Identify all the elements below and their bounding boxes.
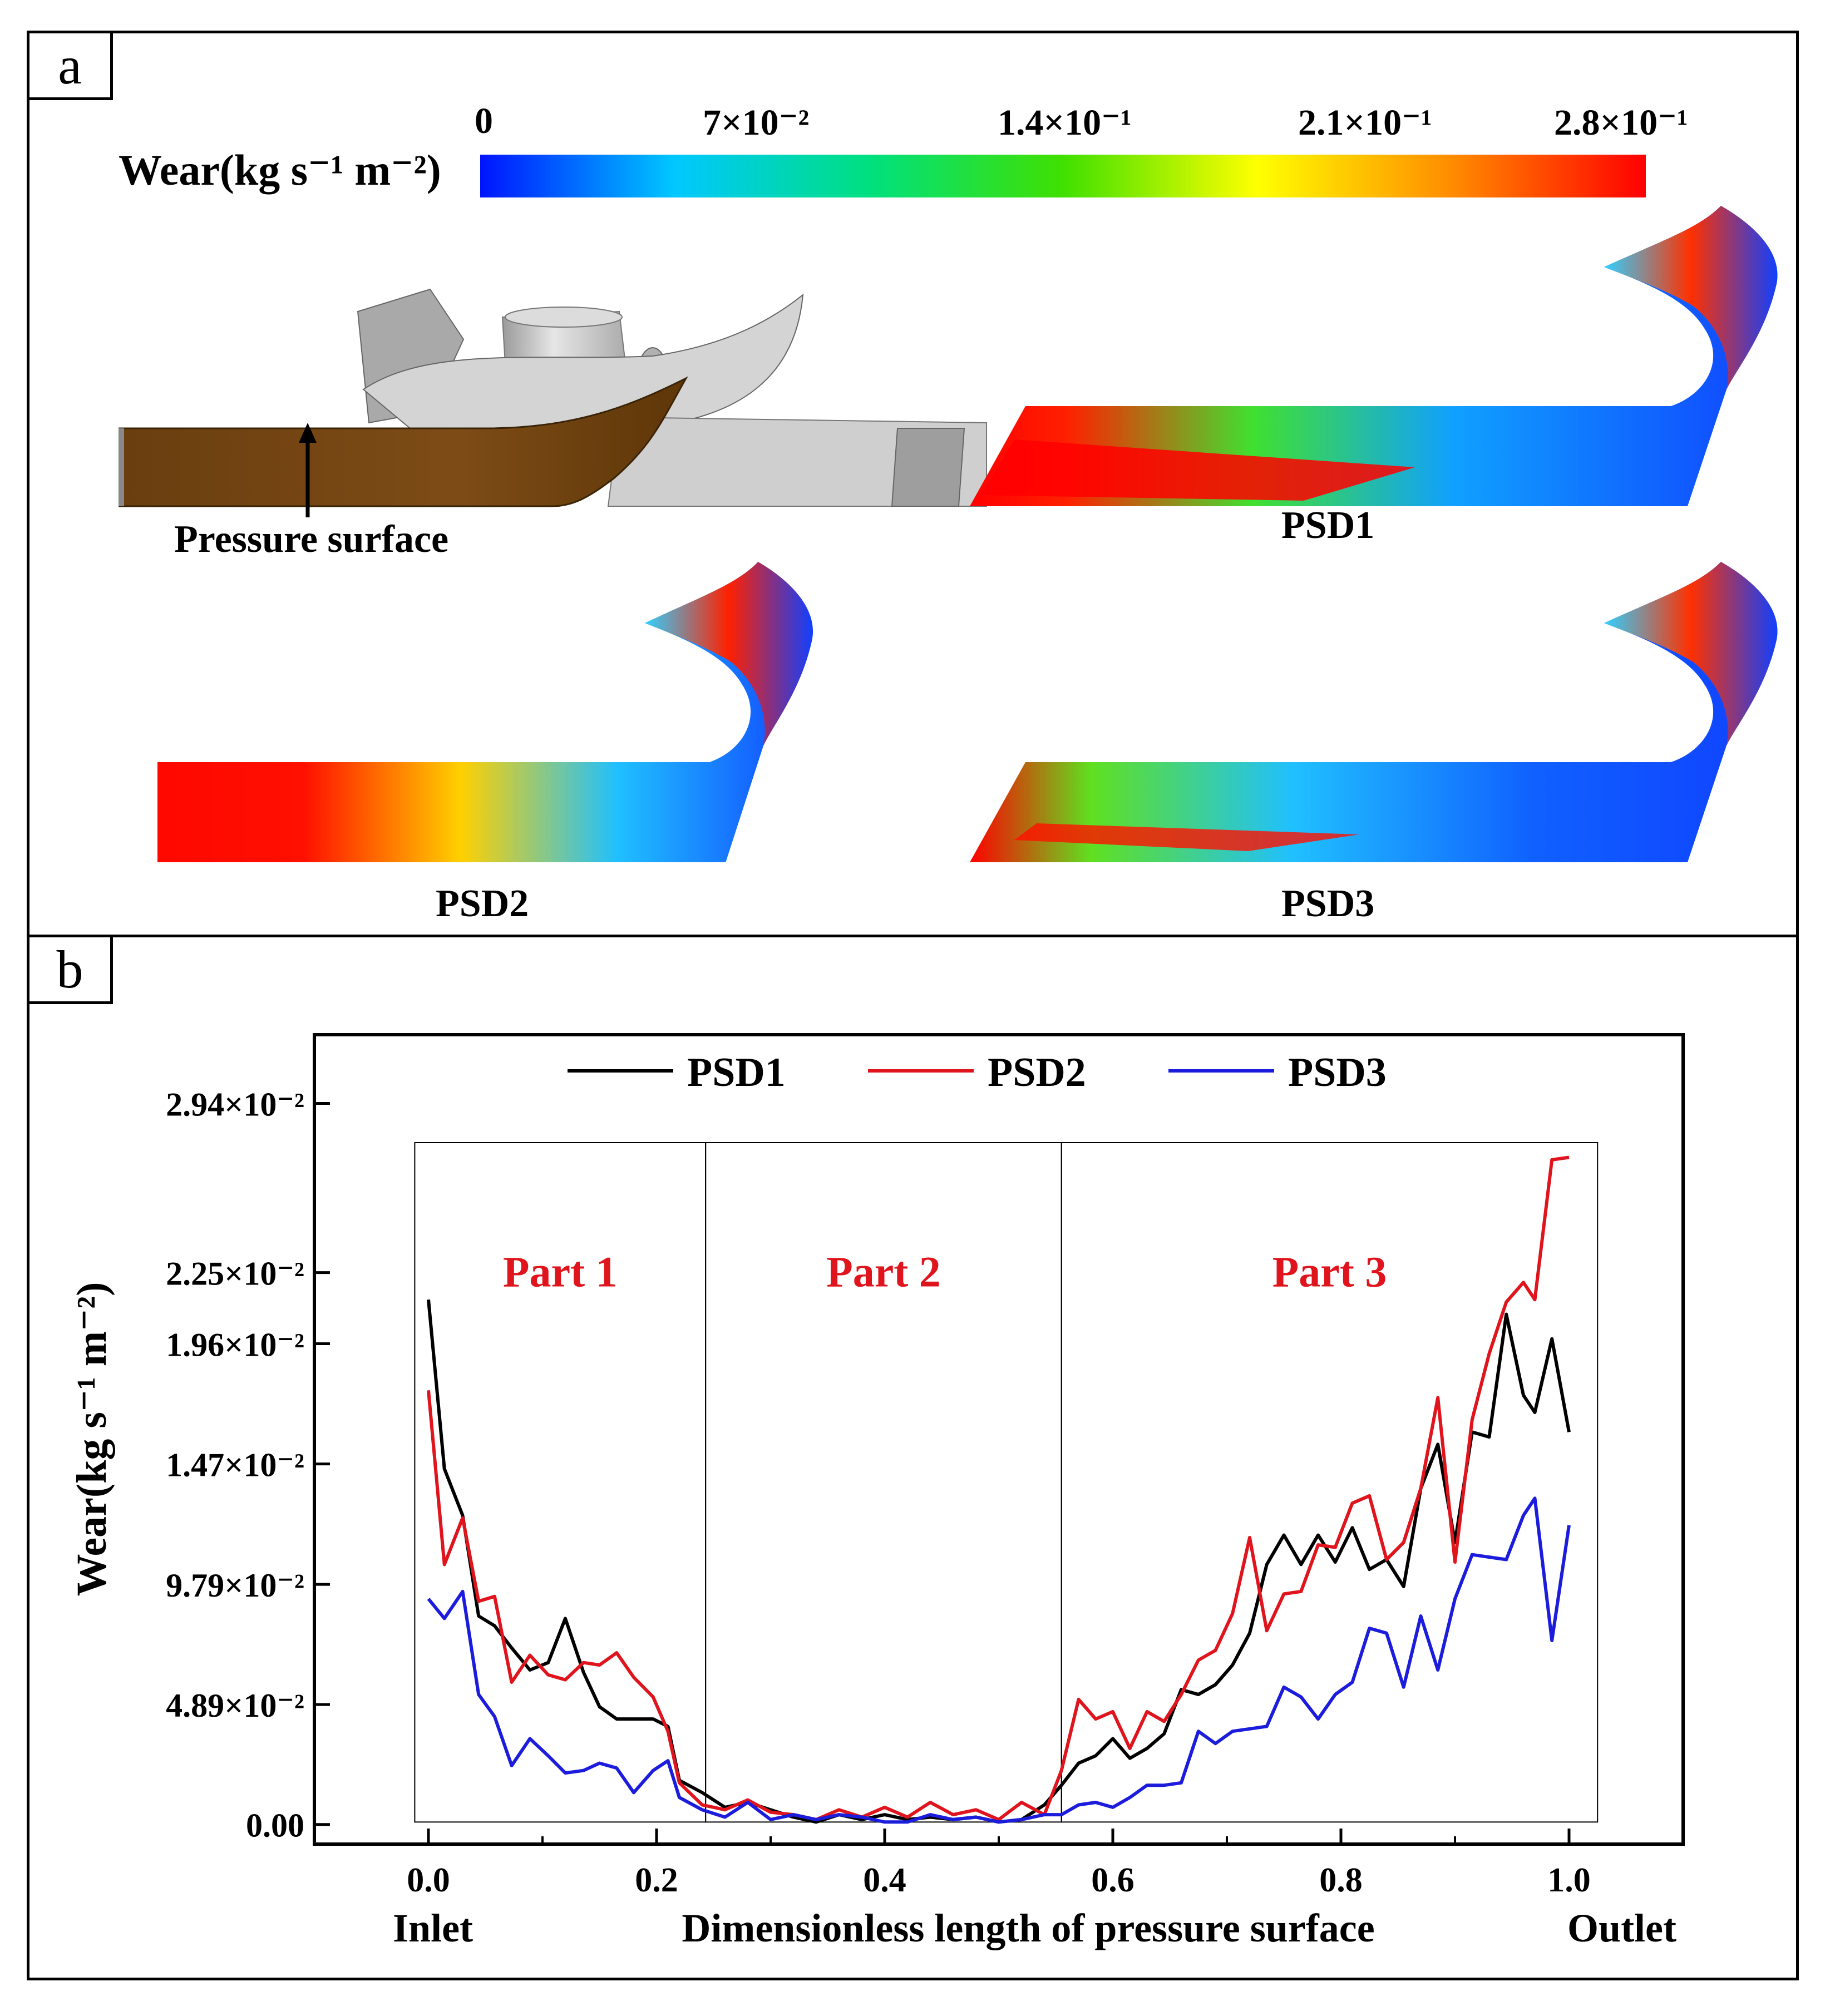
impeller-illustration — [119, 288, 987, 507]
region-box — [705, 1142, 1062, 1823]
y-axis-label: Wear(kg s⁻¹ m⁻²) — [68, 1282, 115, 1597]
colorbar-ticks: 0 7×10⁻² 1.4×10⁻¹ 2.1×10⁻¹ 2.8×10⁻¹ — [475, 100, 1688, 145]
panel-b: b — [27, 935, 1799, 1980]
legend-label: PSD2 — [988, 1050, 1086, 1095]
x-tick-label: 1.0 — [1547, 1861, 1591, 1899]
x-tick-label: 0.0 — [407, 1861, 450, 1899]
outlet-label: Outlet — [1567, 1906, 1676, 1950]
caption-psd1: PSD1 — [1281, 504, 1375, 547]
axes-frame — [313, 1033, 1685, 1846]
y-tick-label: 1.47×10⁻² — [166, 1447, 304, 1484]
inlet-label: Inlet — [393, 1906, 473, 1950]
legend-label: PSD1 — [687, 1050, 786, 1095]
y-tick-label: 4.89×10⁻² — [166, 1687, 304, 1724]
x-axis-ticks: 0.0 0.2 0.4 0.6 0.8 1.0 — [313, 1829, 1684, 1899]
pressure-surface-annotation: Pressure surface — [174, 518, 449, 561]
colorbar-tick: 1.4×10⁻¹ — [998, 102, 1132, 143]
y-tick-label: 9.79×10⁻² — [166, 1567, 304, 1604]
y-tick-label: 2.25×10⁻² — [166, 1256, 304, 1292]
wear-contour-psd1 — [970, 206, 1778, 506]
panel-b-label: b — [27, 935, 113, 1004]
panel-a: a Wear(kg s⁻¹ m⁻²) 0 7×10⁻² 1.4×10⁻¹ 2.1… — [27, 31, 1799, 937]
y-tick-label: 1.96×10⁻² — [166, 1327, 304, 1363]
y-axis-ticks: 0.00 4.89×10⁻² 9.79×10⁻² 1.47×10⁻² 1.96×10⁻²… — [166, 1086, 330, 1844]
y-tick-label: 0.00 — [246, 1807, 304, 1844]
panel-a-label: a — [27, 31, 113, 100]
wear-contour-psd2 — [157, 562, 813, 862]
region-label: Part 2 — [826, 1248, 941, 1296]
x-tick-label: 0.2 — [635, 1861, 678, 1899]
legend: PSD1 PSD2 PSD3 — [568, 1050, 1387, 1095]
region-group: Part 1 Part 2 Part 3 — [414, 1142, 1599, 1823]
caption-psd2: PSD2 — [436, 882, 529, 925]
series-line-psd1 — [427, 1299, 1571, 1824]
colorbar — [480, 155, 1646, 197]
region-label: Part 3 — [1272, 1248, 1387, 1296]
colorbar-tick: 7×10⁻² — [703, 102, 810, 143]
series-line-psd3 — [427, 1496, 1571, 1824]
region-box — [1060, 1142, 1599, 1823]
region-label: Part 1 — [503, 1248, 618, 1296]
legend-label: PSD3 — [1288, 1050, 1387, 1095]
colorbar-tick: 0 — [475, 101, 493, 141]
x-tick-label: 0.8 — [1319, 1861, 1363, 1899]
x-tick-label: 0.4 — [863, 1861, 906, 1899]
x-tick-label: 0.6 — [1091, 1861, 1134, 1899]
series-group — [427, 1155, 1571, 1824]
y-tick-label: 2.94×10⁻² — [166, 1086, 304, 1123]
caption-psd3: PSD3 — [1281, 882, 1375, 925]
colorbar-title: Wear(kg s⁻¹ m⁻²) — [119, 146, 441, 194]
x-axis-label: Dimensionless length of pressure surface — [682, 1906, 1374, 1950]
wear-contour-psd3 — [970, 562, 1778, 862]
colorbar-tick: 2.1×10⁻¹ — [1298, 102, 1432, 143]
arrow-up-icon — [299, 423, 317, 517]
colorbar-tick: 2.8×10⁻¹ — [1554, 102, 1688, 143]
